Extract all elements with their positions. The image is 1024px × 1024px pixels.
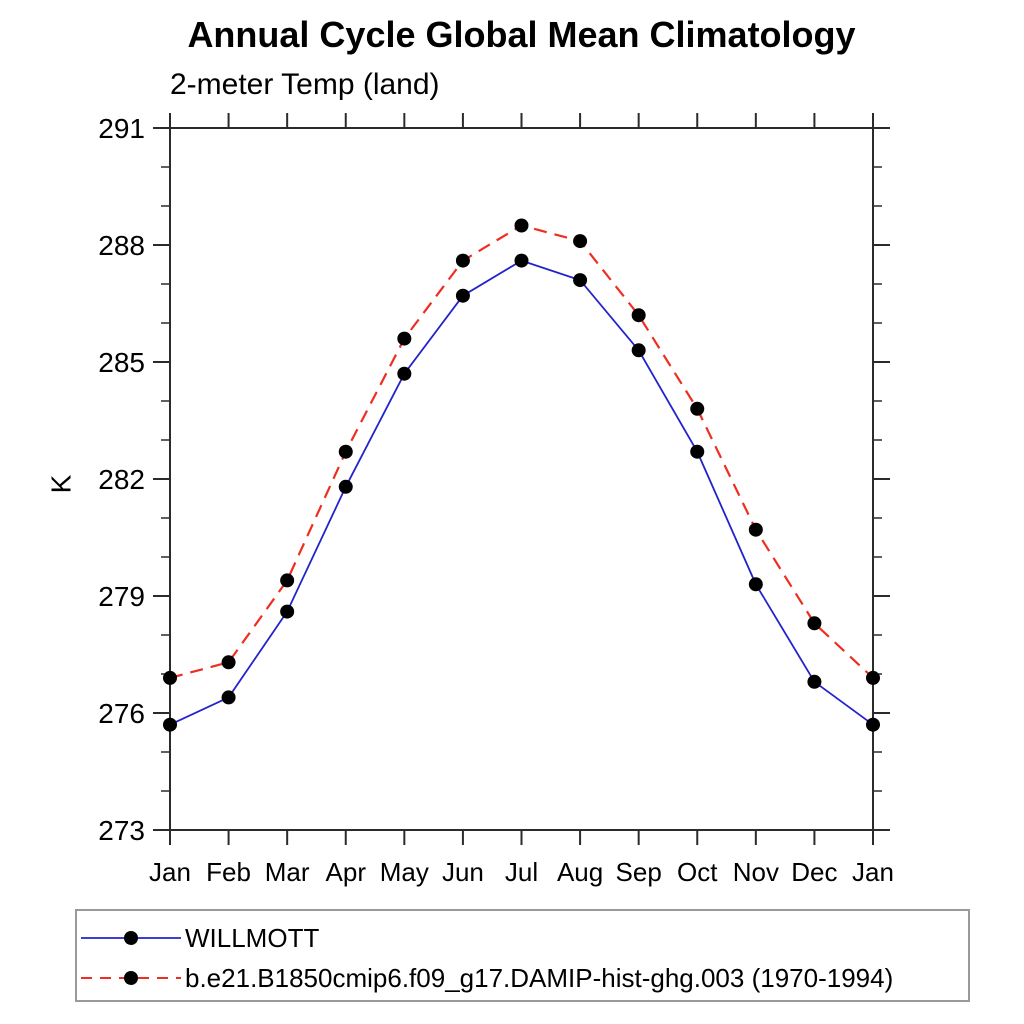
- x-axis-ticks: [169, 113, 874, 845]
- svg-text:Jul: Jul: [505, 857, 538, 887]
- svg-text:Sep: Sep: [616, 857, 662, 887]
- svg-text:Nov: Nov: [733, 857, 779, 887]
- svg-text:Dec: Dec: [791, 857, 837, 887]
- svg-text:Jan: Jan: [852, 857, 894, 887]
- svg-text:273: 273: [98, 815, 145, 846]
- series-line-1: [169, 224, 874, 679]
- chart-subtitle: 2-meter Temp (land): [170, 68, 440, 101]
- svg-text:Apr: Apr: [326, 857, 367, 887]
- x-axis-tick-labels: Jan Feb Mar Apr May Jun Jul Aug Sep Oct Nov Dec Jan: [149, 857, 894, 887]
- svg-text:285: 285: [98, 347, 145, 378]
- svg-text:Feb: Feb: [206, 857, 251, 887]
- svg-text:279: 279: [98, 581, 145, 612]
- svg-text:Jun: Jun: [442, 857, 484, 887]
- y-axis-tick-labels: 273 276 279 282 285 288 291: [98, 113, 145, 846]
- data-point-markers: [163, 218, 880, 732]
- svg-text:291: 291: [98, 113, 145, 144]
- legend-label-willmott: WILLMOTT: [185, 923, 320, 953]
- svg-text:282: 282: [98, 464, 145, 495]
- y-axis-ticks: [153, 127, 890, 831]
- svg-text:Oct: Oct: [677, 857, 718, 887]
- series-line-0: [169, 259, 874, 726]
- legend-box: WILLMOTT b.e21.B1850cmip6.f09_g17.DAMIP-…: [75, 909, 970, 1002]
- svg-text:288: 288: [98, 230, 145, 261]
- svg-text:Mar: Mar: [265, 857, 310, 887]
- svg-text:Jan: Jan: [149, 857, 191, 887]
- svg-text:276: 276: [98, 698, 145, 729]
- legend-label-model: b.e21.B1850cmip6.f09_g17.DAMIP-hist-ghg.…: [185, 963, 894, 993]
- chart-title: Annual Cycle Global Mean Climatology: [187, 14, 856, 55]
- plot-frame: [169, 127, 874, 831]
- willmott-line-sample-icon: [81, 931, 181, 945]
- svg-text:Aug: Aug: [557, 857, 603, 887]
- model-line-sample-icon: [81, 971, 181, 985]
- svg-text:May: May: [380, 857, 429, 887]
